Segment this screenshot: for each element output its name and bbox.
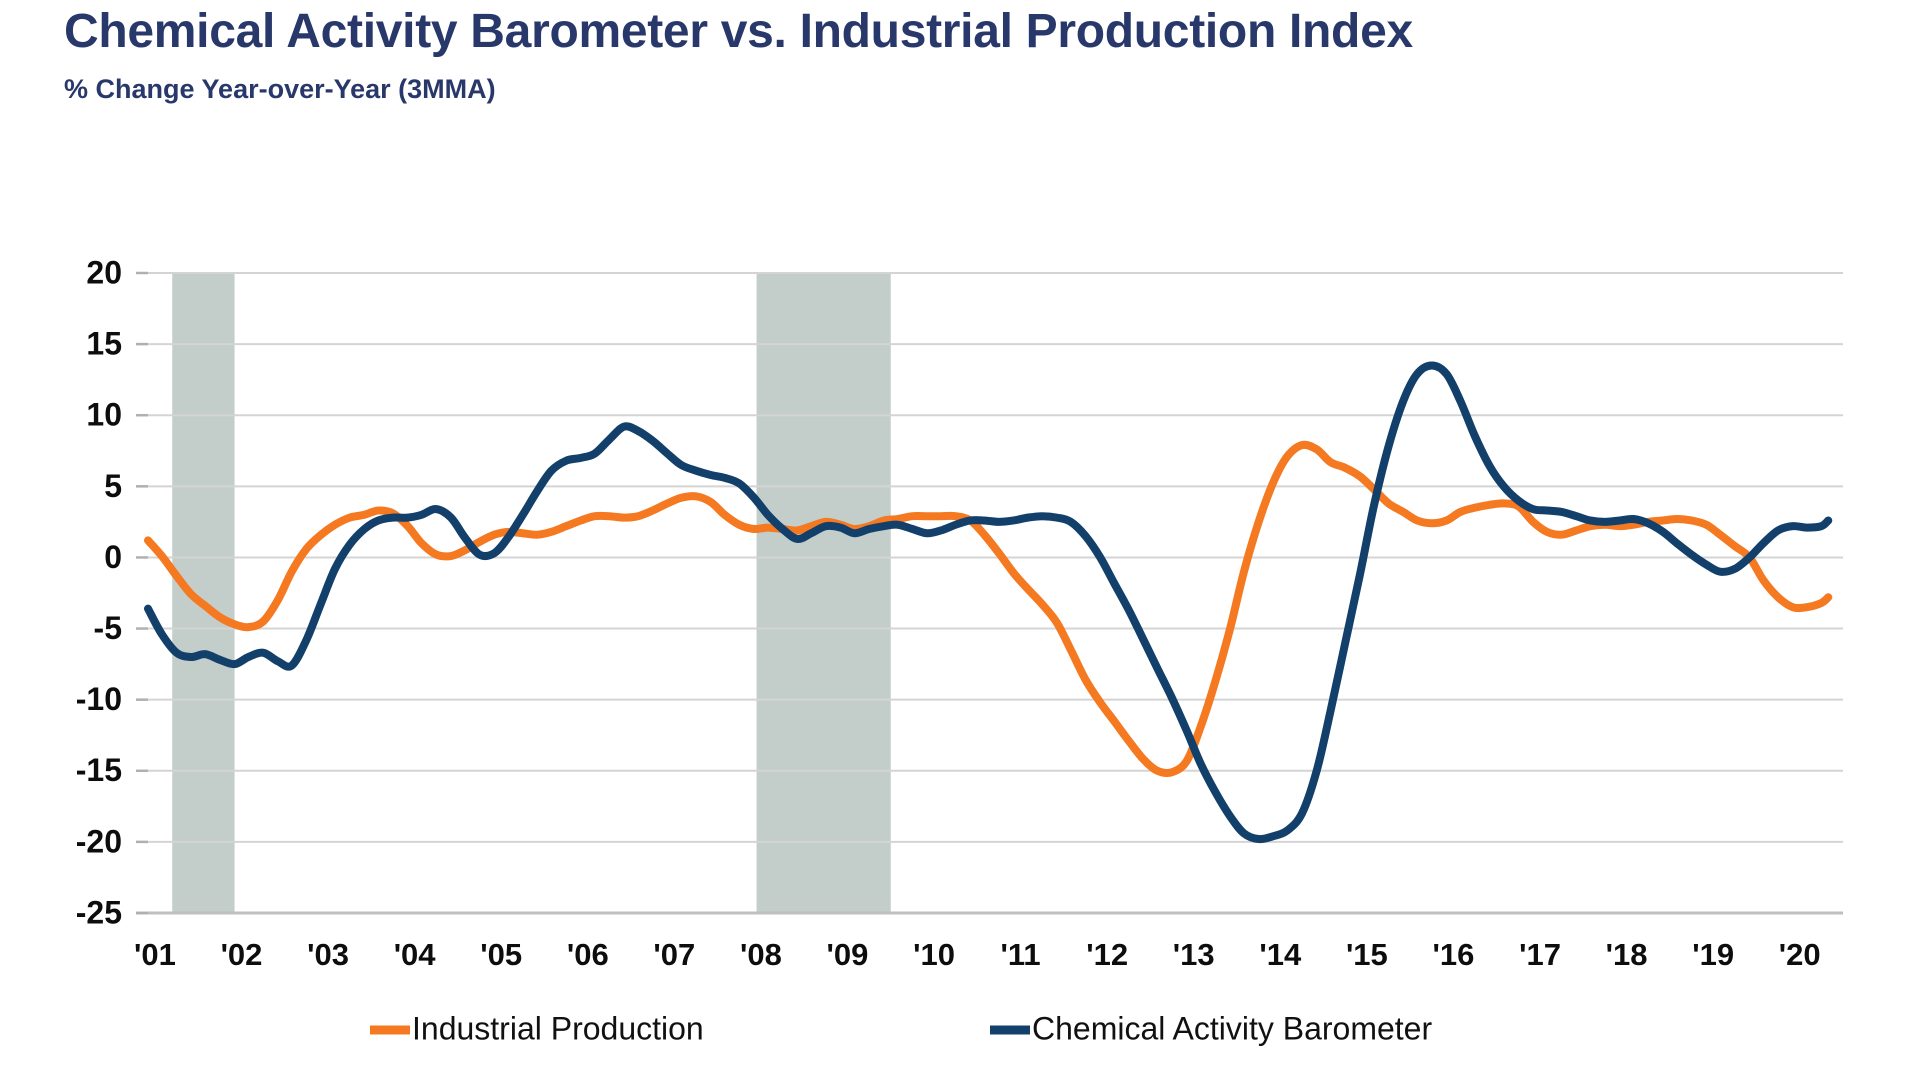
- x-axis-tick-label: '02: [221, 937, 263, 972]
- series-line-industrial-production: [144, 440, 1833, 778]
- y-axis-labels: 20 15 10 5 0 -5 -10 -15 -20 -25: [76, 254, 122, 930]
- y-axis-tick-label: -10: [76, 681, 122, 717]
- recession-bands: [172, 273, 891, 913]
- x-axis-tick-label: '18: [1606, 937, 1648, 972]
- legend-label-industrial-production[interactable]: Industrial Production: [412, 1010, 704, 1046]
- y-axis-tick-label: 15: [86, 326, 122, 362]
- x-axis-tick-label: '19: [1692, 937, 1734, 972]
- x-axis-tick-label: '08: [740, 937, 782, 972]
- x-axis-tick-label: '01: [134, 937, 176, 972]
- page-title: Chemical Activity Barometer vs. Industri…: [64, 5, 1413, 58]
- y-axis-tick-label: 10: [86, 397, 122, 433]
- y-axis-tick-label: -20: [76, 823, 122, 859]
- gridlines: [136, 272, 1843, 915]
- x-axis-tick-label: '13: [1173, 937, 1215, 972]
- axis-tickmarks: [136, 271, 148, 915]
- data-series: [144, 361, 1833, 844]
- x-axis-tick-label: '20: [1779, 937, 1821, 972]
- x-axis-tick-label: '09: [827, 937, 869, 972]
- y-axis-tick-label: -5: [94, 610, 122, 646]
- x-axis-tick-label: '17: [1519, 937, 1561, 972]
- y-axis-tick-label: 5: [104, 468, 122, 504]
- y-axis-tick-label: 0: [104, 539, 122, 575]
- legend-label-chemical-activity-barometer[interactable]: Chemical Activity Barometer: [1032, 1010, 1432, 1046]
- recession-band-2: [756, 273, 891, 913]
- x-axis-tick-label: '14: [1259, 937, 1302, 972]
- x-axis-tick-label: '16: [1433, 937, 1475, 972]
- x-axis-labels: '01 '02 '03 '04 '05 '06 '07 '08 '09 '10 '11 '12 '13 '…: [134, 937, 1821, 972]
- x-axis-tick-label: '06: [567, 937, 609, 972]
- x-axis-tick-label: '07: [653, 937, 695, 972]
- recession-band-1: [172, 273, 235, 913]
- x-axis-tick-label: '10: [913, 937, 955, 972]
- x-axis-tick-label: '04: [394, 937, 437, 972]
- chart-subtitle: % Change Year-over-Year (3MMA): [64, 74, 496, 104]
- x-axis-tick-label: '03: [307, 937, 349, 972]
- x-axis-tick-label: '12: [1086, 937, 1128, 972]
- x-axis-tick-label: '11: [1001, 937, 1041, 972]
- y-axis-tick-label: -25: [76, 894, 122, 930]
- chart-legend: Industrial Production Chemical Activity B…: [370, 1010, 1432, 1046]
- x-axis-tick-label: '05: [480, 937, 522, 972]
- series-line-chemical-activity-barometer: [144, 361, 1833, 844]
- y-axis-tick-label: -15: [76, 752, 122, 788]
- y-axis-tick-label: 20: [86, 254, 122, 290]
- x-axis-tick-label: '15: [1346, 937, 1388, 972]
